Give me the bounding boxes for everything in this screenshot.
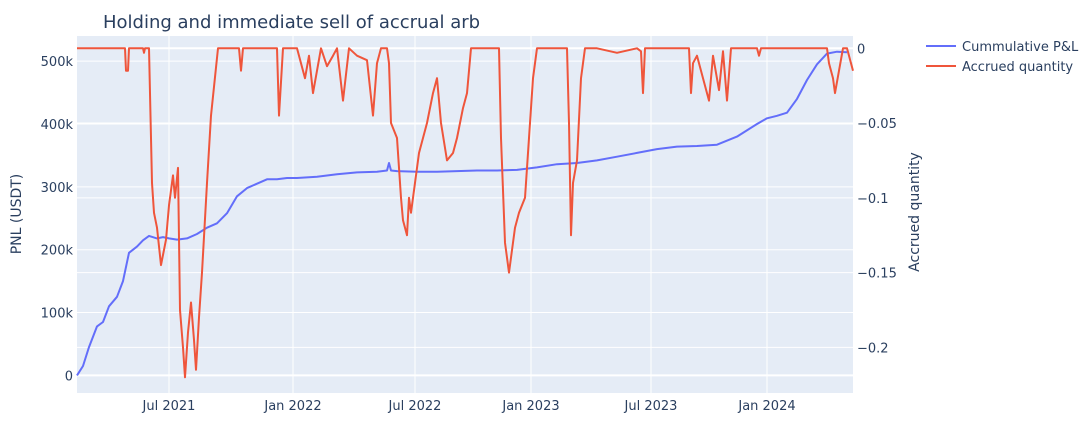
y2-axis-title: Accrued quantity [907,152,923,272]
y2-tick-label: −0.1 [857,192,889,207]
y-tick-label: 300k [41,181,74,196]
y2-tick-label: −0.05 [857,117,897,132]
y-tick-label: 400k [41,118,74,133]
y2-tick-label: −0.15 [857,267,897,282]
legend: Cummulative P&L Accrued quantity [926,40,1079,75]
y-tick-label: 500k [41,55,74,70]
x-tick-label: Jan 2023 [501,399,559,414]
chart-title: Holding and immediate sell of accrual ar… [103,12,480,33]
x-axis-ticks: Jul 2021 Jan 2022 Jul 2022 Jan 2023 Jul 2023… [142,399,796,414]
plot-background [77,36,853,393]
x-tick-label: Jan 2024 [737,399,795,414]
legend-item-cumulative-pnl[interactable]: Cummulative P&L [926,40,1079,55]
y-axis-title: PNL (USDT) [9,174,25,255]
x-tick-label: Jan 2022 [263,399,321,414]
cumulative-pnl-line [76,50,848,376]
legend-item-accrued-quantity[interactable]: Accrued quantity [926,60,1073,75]
y-axis-ticks: 0 100k 200k 300k 400k 500k [41,55,74,384]
y2-gridlines [77,47,853,348]
x-tick-label: Jul 2021 [142,399,196,414]
y-tick-label: 100k [41,307,74,322]
y-tick-label: 200k [41,244,74,259]
legend-label-pnl: Cummulative P&L [962,40,1079,55]
x-tick-label: Jul 2023 [624,399,678,414]
legend-label-accrued: Accrued quantity [962,60,1073,75]
y2-axis-ticks: 0 −0.05 −0.1 −0.15 −0.2 [857,42,897,356]
x-tick-label: Jul 2022 [388,399,442,414]
y2-tick-label: 0 [857,42,865,57]
accrued-quantity-line [77,47,854,379]
y-tick-label: 0 [65,369,73,384]
y2-tick-label: −0.2 [857,341,889,356]
